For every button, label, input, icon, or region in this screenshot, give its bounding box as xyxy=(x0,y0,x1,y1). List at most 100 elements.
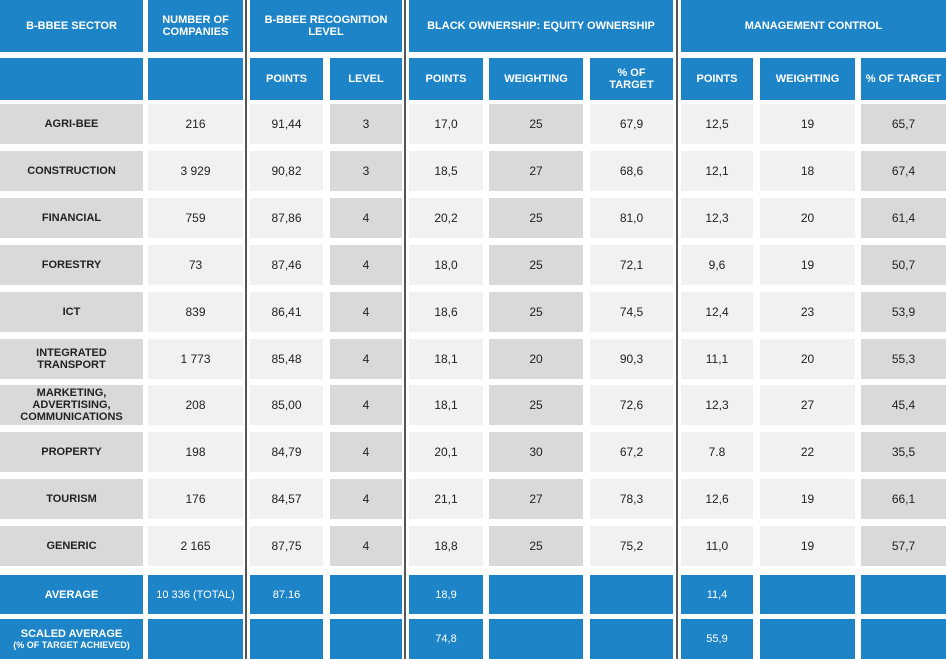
table-cell: 20 xyxy=(760,339,855,379)
empty-cell xyxy=(330,575,402,614)
table-cell: 25 xyxy=(489,245,583,285)
row-label: FINANCIAL xyxy=(0,198,143,238)
header-cell: MANAGEMENT CONTROL xyxy=(681,0,946,52)
average-cell: 11,4 xyxy=(681,575,753,614)
table-cell: 20,1 xyxy=(409,432,483,472)
table-cell: 11,0 xyxy=(681,526,753,566)
table-cell: 90,82 xyxy=(250,151,323,191)
table-cell: 4 xyxy=(330,385,402,425)
table-cell: 85,00 xyxy=(250,385,323,425)
subheader-cell: WEIGHTING xyxy=(760,58,855,100)
table-cell: 2 165 xyxy=(148,526,243,566)
table-cell: 72,6 xyxy=(590,385,673,425)
table-cell: 4 xyxy=(330,245,402,285)
table-cell: 18,5 xyxy=(409,151,483,191)
scaled-label: SCALED AVERAGE xyxy=(20,628,123,640)
table-cell: 208 xyxy=(148,385,243,425)
header-cell xyxy=(148,58,243,100)
table-cell: 18,6 xyxy=(409,292,483,332)
table-cell: 87,86 xyxy=(250,198,323,238)
table-cell: 25 xyxy=(489,292,583,332)
table-cell: 20 xyxy=(489,339,583,379)
table-cell: 7.8 xyxy=(681,432,753,472)
table-cell: 91,44 xyxy=(250,104,323,144)
table-cell: 4 xyxy=(330,198,402,238)
table-cell: 57,7 xyxy=(861,526,946,566)
header-cell: B-BBEE SECTOR xyxy=(0,0,143,52)
table-cell: 67,4 xyxy=(861,151,946,191)
average-cell: AVERAGE xyxy=(0,575,143,614)
table-cell: 17,0 xyxy=(409,104,483,144)
table-cell: 18,0 xyxy=(409,245,483,285)
table-cell: 18,8 xyxy=(409,526,483,566)
row-label: INTEGRATED TRANSPORT xyxy=(0,339,143,379)
empty-cell xyxy=(590,619,673,659)
header-cell: B-BBEE RECOGNITION LEVEL xyxy=(250,0,402,52)
table-cell: 87,75 xyxy=(250,526,323,566)
subheader-cell: LEVEL xyxy=(330,58,402,100)
row-label: TOURISM xyxy=(0,479,143,519)
empty-cell xyxy=(148,619,243,659)
table-cell: 53,9 xyxy=(861,292,946,332)
table-cell: 74,5 xyxy=(590,292,673,332)
table-cell: 12,3 xyxy=(681,385,753,425)
average-cell: 87.16 xyxy=(250,575,323,614)
subheader-cell: % OF TARGET xyxy=(861,58,946,100)
table-cell: 61,4 xyxy=(861,198,946,238)
table-cell: 55,3 xyxy=(861,339,946,379)
empty-cell xyxy=(489,619,583,659)
table-cell: 23 xyxy=(760,292,855,332)
table-cell: 85,48 xyxy=(250,339,323,379)
subheader-cell: WEIGHTING xyxy=(489,58,583,100)
empty-cell xyxy=(861,575,946,614)
table-cell: 65,7 xyxy=(861,104,946,144)
table-cell: 176 xyxy=(148,479,243,519)
table-cell: 84,57 xyxy=(250,479,323,519)
table-cell: 22 xyxy=(760,432,855,472)
table-cell: 68,6 xyxy=(590,151,673,191)
table-cell: 19 xyxy=(760,245,855,285)
average-cell: 18,9 xyxy=(409,575,483,614)
table-cell: 90,3 xyxy=(590,339,673,379)
row-label: ICT xyxy=(0,292,143,332)
table-cell: 75,2 xyxy=(590,526,673,566)
separator xyxy=(404,0,406,659)
row-label: MARKETING, ADVERTISING, COMMUNICATIONS xyxy=(0,385,143,425)
header-cell: BLACK OWNERSHIP: EQUITY OWNERSHIP xyxy=(409,0,673,52)
table-cell: 72,1 xyxy=(590,245,673,285)
scaled-average-cell: 74,8 xyxy=(409,619,483,659)
row-label: PROPERTY xyxy=(0,432,143,472)
table-cell: 45,4 xyxy=(861,385,946,425)
empty-cell xyxy=(861,619,946,659)
row-label: AGRI-BEE xyxy=(0,104,143,144)
table-cell: 12,4 xyxy=(681,292,753,332)
table-cell: 21,1 xyxy=(409,479,483,519)
table-cell: 30 xyxy=(489,432,583,472)
table-cell: 18 xyxy=(760,151,855,191)
table-cell: 78,3 xyxy=(590,479,673,519)
separator xyxy=(676,0,678,659)
table-cell: 35,5 xyxy=(861,432,946,472)
table-cell: 20,2 xyxy=(409,198,483,238)
table-cell: 66,1 xyxy=(861,479,946,519)
scaled-note: (% OF TARGET ACHIEVED) xyxy=(13,640,130,650)
table-cell: 84,79 xyxy=(250,432,323,472)
table-cell: 1 773 xyxy=(148,339,243,379)
table-cell: 25 xyxy=(489,526,583,566)
table-cell: 9,6 xyxy=(681,245,753,285)
table-cell: 12,1 xyxy=(681,151,753,191)
table-cell: 25 xyxy=(489,385,583,425)
table-cell: 87,46 xyxy=(250,245,323,285)
subheader-cell: POINTS xyxy=(681,58,753,100)
table-cell: 759 xyxy=(148,198,243,238)
table-cell: 4 xyxy=(330,526,402,566)
table-cell: 25 xyxy=(489,104,583,144)
table-cell: 73 xyxy=(148,245,243,285)
table-cell: 4 xyxy=(330,432,402,472)
table-cell: 3 xyxy=(330,151,402,191)
separator xyxy=(245,0,247,659)
table-cell: 216 xyxy=(148,104,243,144)
header-cell xyxy=(0,58,143,100)
average-cell: 10 336 (TOTAL) xyxy=(148,575,243,614)
table-cell: 18,1 xyxy=(409,339,483,379)
